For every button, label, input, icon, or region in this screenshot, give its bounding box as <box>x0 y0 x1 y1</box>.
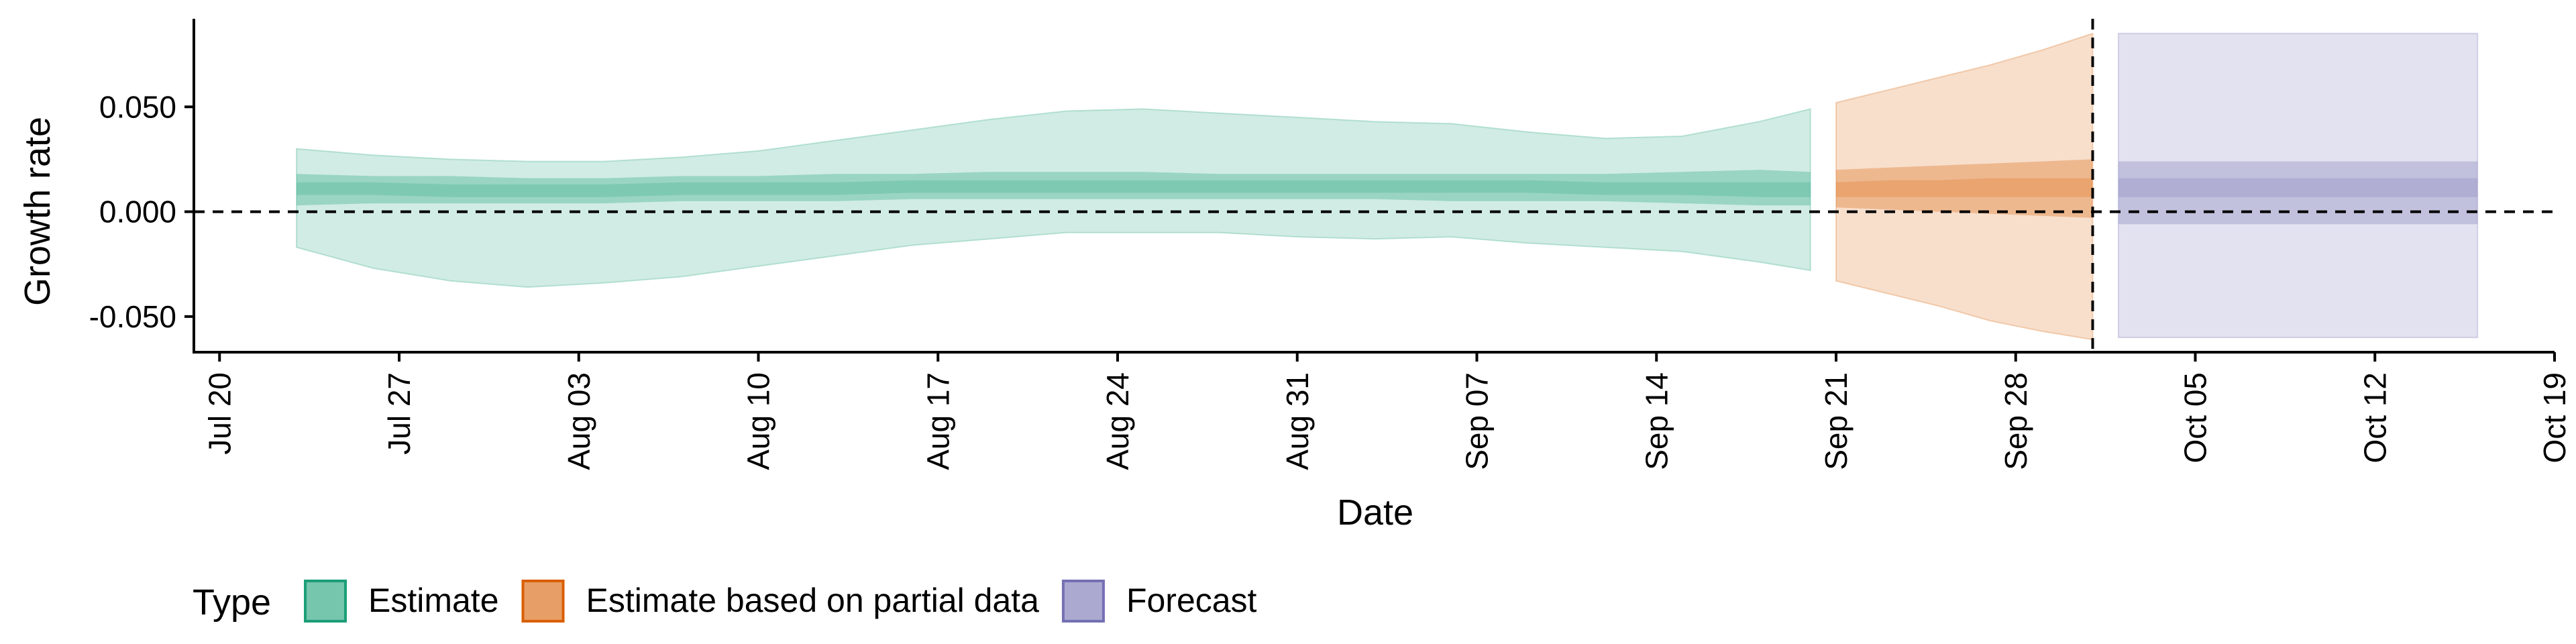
forecast-band-20 <box>2118 178 2478 197</box>
x-tick-label: Jul 27 <box>382 372 417 455</box>
legend-swatch-forecast <box>1061 580 1105 623</box>
legend-label-estimate: Estimate <box>368 582 499 619</box>
estimate-band-90 <box>296 108 1811 288</box>
legend-label-forecast: Forecast <box>1126 582 1257 619</box>
estimate-based-on-partial-data-band-20 <box>1836 178 2093 197</box>
x-tick-label: Aug 03 <box>561 372 596 470</box>
y-axis-title: Growth rate <box>17 117 58 306</box>
estimate-based-on-partial-data-band-50 <box>1836 159 2093 218</box>
legend-swatch-estimate-based-on-partial-data <box>521 580 565 623</box>
axes: -0.050 0.000 0.050 Jul 20 Jul 27 Aug 03 Aug 10… <box>89 19 2572 470</box>
legend: Estimate Estimate based on partial data Fo… <box>304 580 1257 623</box>
x-tick-label: Sep 28 <box>1998 372 2033 470</box>
estimate-band-20 <box>297 180 1811 197</box>
forecast-band-50 <box>2118 161 2478 225</box>
legend-swatch-estimate <box>304 580 347 623</box>
x-tick-label: Oct 12 <box>2357 372 2392 464</box>
y-tick-label: -0.050 <box>89 299 176 334</box>
x-tick-label: Jul 20 <box>202 372 237 455</box>
x-tick-label: Aug 24 <box>1100 372 1135 470</box>
x-tick-label: Sep 21 <box>1819 372 1854 470</box>
x-axis-title: Date <box>1337 492 1413 533</box>
x-tick-label: Aug 10 <box>741 372 776 470</box>
x-tick-label: Aug 31 <box>1280 372 1315 470</box>
x-tick-label: Aug 17 <box>920 372 955 470</box>
forecast-band-90 <box>2117 32 2479 339</box>
x-tick-label: Oct 19 <box>2537 372 2572 464</box>
ribbon-bands <box>296 32 2479 341</box>
legend-title: Type <box>193 582 271 623</box>
estimate-band-50 <box>297 170 1811 206</box>
legend-label-estimate-based-on-partial-data: Estimate based on partial data <box>586 582 1040 619</box>
y-tick-label: 0.000 <box>99 195 176 229</box>
x-tick-label: Sep 14 <box>1639 372 1674 470</box>
y-tick-label: 0.050 <box>99 89 176 124</box>
x-tick-label: Oct 05 <box>2178 372 2213 464</box>
x-tick-label: Sep 07 <box>1460 372 1495 470</box>
